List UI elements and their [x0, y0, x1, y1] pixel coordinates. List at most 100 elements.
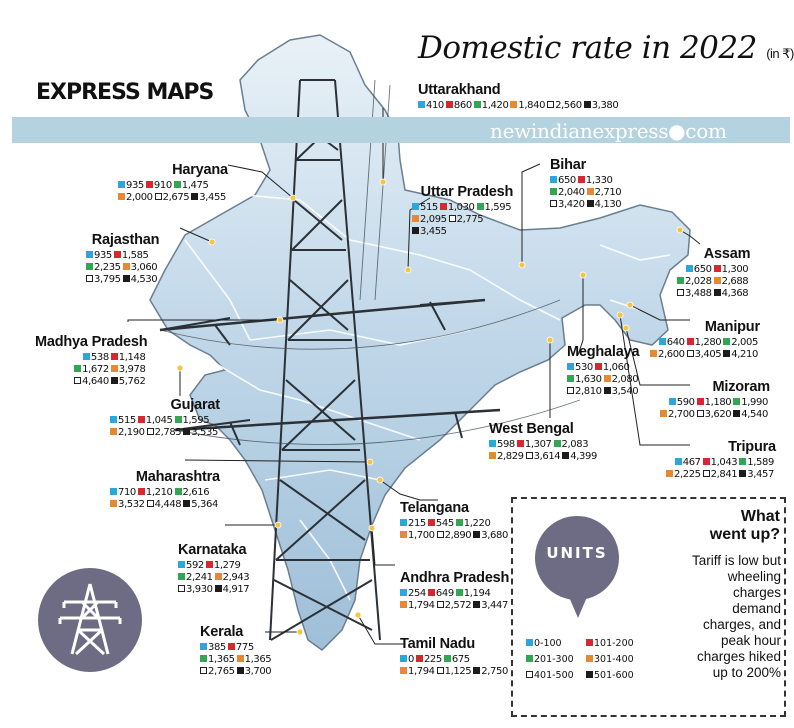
slab-swatch: [214, 573, 222, 580]
slab-swatch: [547, 101, 555, 108]
slab-swatch: [567, 387, 574, 394]
slab-swatch: [412, 203, 419, 210]
rate-value: 2,028: [685, 276, 712, 287]
slab-swatch: [110, 353, 118, 360]
slab-swatch: [660, 410, 667, 417]
rate-row: 538 1,148: [35, 352, 147, 364]
website-band: [12, 117, 790, 143]
slab-swatch: [443, 655, 451, 662]
state-name: Telangana: [400, 500, 469, 516]
state-label-gujarat: Gujarat 515 1,045 1,595 2,190 2,785 3,535: [110, 397, 220, 439]
rate-value: 385: [208, 642, 226, 653]
rate-value: 1,420: [481, 100, 509, 111]
slab-swatch: [473, 531, 481, 538]
state-label-andhra-pradesh: Andhra Pradesh 254 649 1,194 1,794 2,572 3,447: [400, 570, 510, 612]
slab-swatch: [400, 667, 407, 674]
rate-value: 1,279: [213, 560, 241, 571]
state-name: Rajasthan: [91, 232, 160, 248]
rate-value: 2,700: [668, 409, 695, 420]
slab-swatch: [427, 519, 435, 526]
legend-swatch: [586, 655, 593, 662]
rate-value: 1,043: [710, 457, 738, 468]
rate-row: 3,795 4,530: [86, 274, 159, 286]
rate-value: 1,990: [741, 397, 768, 408]
state-label-mizoram: Mizoram 590 1,180 1,990 2,700 3,620 4,540: [660, 379, 770, 421]
rate-row: 2,040 2,710: [550, 187, 623, 199]
what-went-up-line: peak hour: [720, 633, 781, 648]
slab-swatch: [577, 176, 585, 183]
rate-row: 1,365 1,365: [200, 654, 273, 666]
rate-row: 640 1,280 2,005: [650, 337, 760, 349]
slab-swatch: [516, 440, 524, 447]
slab-swatch: [227, 643, 235, 650]
slab-swatch: [550, 176, 557, 183]
what-went-up-title: What went up?: [656, 508, 780, 544]
rate-value: 2,190: [118, 427, 145, 438]
leader-lines: [127, 108, 701, 645]
rate-row: 2,225 2,841 3,457: [666, 469, 776, 481]
slab-swatch: [586, 188, 594, 195]
rate-value: 2,785: [154, 427, 182, 438]
transmission-tower: [159, 79, 501, 641]
rate-value: 3,455: [199, 192, 226, 203]
rate-value: 3,532: [118, 499, 145, 510]
rate-value: 4,530: [130, 274, 158, 285]
website-name: newindianexpress●com: [490, 119, 727, 143]
rate-value: 2,040: [558, 187, 585, 198]
rate-row: 710 1,210 2,616: [110, 487, 220, 499]
state-name: Madhya Pradesh: [35, 334, 148, 350]
rate-value: 2,241: [186, 572, 213, 583]
slab-swatch: [86, 251, 93, 258]
rate-value: 2,600: [658, 349, 685, 360]
slab-swatch: [674, 458, 682, 465]
slab-swatch: [713, 277, 721, 284]
state-name: Kerala: [200, 624, 244, 640]
rate-value: 1,700: [408, 530, 435, 541]
rate-value: 2,095: [420, 214, 447, 225]
rate-value: 3,614: [533, 451, 561, 462]
rate-value: 2,083: [561, 439, 589, 450]
legend-item: 201-300: [526, 652, 586, 668]
rate-value: 3,700: [244, 666, 272, 677]
slab-swatch: [685, 265, 693, 272]
rate-value: 1,595: [182, 415, 210, 426]
slab-swatch: [510, 101, 518, 108]
rate-row: 2,700 3,620 4,540: [660, 409, 770, 421]
rate-value: 4,640: [82, 376, 109, 387]
rate-value: 2,616: [182, 487, 210, 498]
state-label-assam: Assam 650 1,300 2,028 2,688 3,488 4,368: [677, 246, 750, 300]
slab-swatch: [586, 200, 594, 207]
rate-value: 1,125: [444, 666, 472, 677]
legend-item: 301-400: [586, 652, 646, 668]
rate-value: 640: [666, 337, 685, 348]
slab-swatch: [137, 416, 145, 423]
rate-row: 2,241 2,943: [178, 572, 251, 584]
slab-swatch: [178, 573, 185, 580]
what-went-up-line: Tariff is low but: [691, 553, 781, 568]
rate-value: 1,365: [244, 654, 272, 665]
rate-row: 467 1,043 1,589: [666, 457, 776, 469]
rate-value: 4,917: [222, 584, 250, 595]
slab-swatch: [553, 440, 561, 447]
rate-row: 650 1,330: [550, 175, 623, 187]
slab-swatch: [739, 458, 747, 465]
rate-value: 650: [693, 264, 712, 275]
slab-swatch: [723, 350, 731, 357]
units-legend: 0-100 101-200 201-300 301-400 401-500 501-600: [526, 636, 648, 684]
rate-value: 1,148: [118, 352, 146, 363]
rate-value: 1,030: [447, 202, 475, 213]
slab-swatch: [476, 203, 484, 210]
rate-row: 254 649 1,194: [400, 588, 510, 600]
slab-swatch: [436, 667, 444, 674]
legend-item: 101-200: [586, 636, 646, 652]
rate-value: 3,060: [130, 262, 158, 273]
slab-swatch: [122, 263, 130, 270]
slab-swatch: [448, 215, 456, 222]
rate-value: 538: [90, 352, 109, 363]
what-went-up-line2: went up?: [709, 526, 780, 543]
rate-value: 710: [118, 487, 136, 498]
page-title: Domestic rate in 2022 (in ₹): [418, 30, 794, 66]
rate-row: 2,235 3,060: [86, 262, 159, 274]
state-label-uttar-pradesh: Uttar Pradesh 515 1,030 1,595 2,095 2,775 3,45…: [412, 184, 513, 238]
rate-value: 649: [435, 588, 454, 599]
